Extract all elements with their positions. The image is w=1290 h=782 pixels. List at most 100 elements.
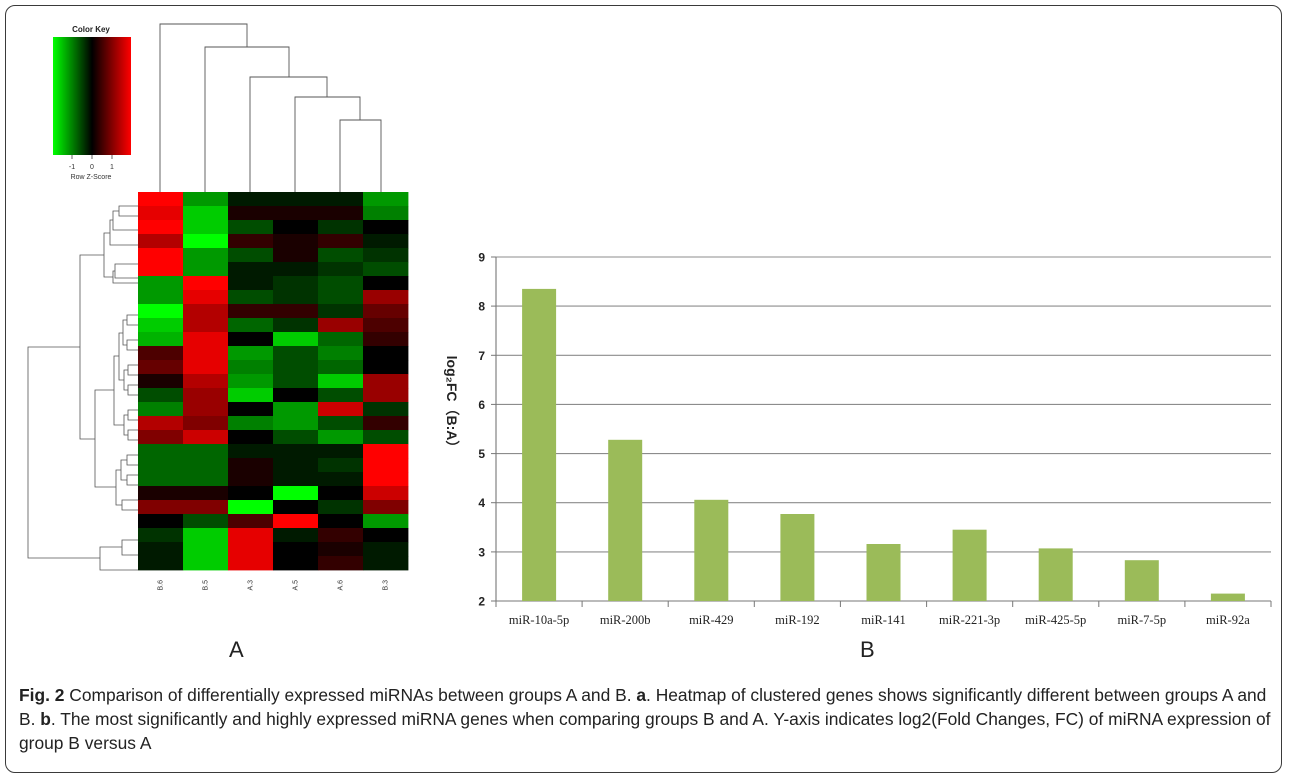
heatmap-column-label: A.5 [293, 580, 300, 591]
bar-chart-y-tick-label: 8 [478, 300, 485, 314]
heatmap-column-label: B.5 [203, 580, 210, 591]
bar-chart-y-tick-label: 2 [478, 595, 485, 609]
bar-chart-category-label: miR-429 [689, 613, 733, 627]
heatmap-cell [318, 332, 364, 347]
color-key-tick-label: 0 [90, 164, 94, 171]
heatmap-cell [318, 430, 364, 445]
bar-chart-category-label: miR-92a [1206, 613, 1250, 627]
bar-chart-category-label: miR-200b [600, 613, 651, 627]
bar-chart-y-tick-label: 3 [478, 545, 485, 559]
heatmap-cell [183, 374, 229, 389]
heatmap-cell [138, 430, 184, 445]
heatmap-cell [183, 500, 229, 515]
heatmap-cell [138, 248, 184, 263]
bar [694, 499, 729, 601]
heatmap-cell [363, 556, 409, 571]
heatmap-cell [138, 360, 184, 375]
caption-b-text: . The most significantly and highly expr… [19, 709, 1271, 753]
bar-chart: 2 3 4 5 6 7 8 9 miR-10a-5p miR-200b miR-429 miR-19… [444, 251, 1272, 627]
heatmap-cell [138, 192, 184, 207]
heatmap-cell [138, 346, 184, 361]
heatmap-cell [183, 388, 229, 403]
heatmap-cell [183, 192, 229, 207]
column-dendrogram [159, 23, 382, 192]
heatmap-cell [318, 220, 364, 235]
heatmap-cell [183, 346, 229, 361]
heatmap-cell [273, 472, 319, 487]
heatmap-cell [228, 542, 274, 557]
bar-chart-y-tick-label: 4 [478, 496, 485, 510]
heatmap-column-labels: B.6 B.5 A.3 A.5 A.6 B.3 [158, 580, 390, 591]
heatmap-cell [228, 556, 274, 571]
panel-b-letter: B [860, 637, 875, 662]
heatmap-cell [228, 192, 274, 207]
heatmap-cell [273, 262, 319, 277]
heatmap-cell [183, 528, 229, 543]
heatmap-cell [363, 318, 409, 333]
heatmap-cell [363, 248, 409, 263]
heatmap-cell [228, 276, 274, 291]
heatmap-column-label: A.3 [248, 580, 255, 591]
heatmap-cell [273, 500, 319, 515]
heatmap-cell [273, 430, 319, 445]
heatmap-cell [273, 458, 319, 473]
heatmap-cell [363, 402, 409, 417]
heatmap-cell [363, 528, 409, 543]
heatmap-column-label: A.6 [338, 580, 345, 591]
caption-a-label: a [636, 685, 647, 705]
heatmap-cell [183, 220, 229, 235]
heatmap-cell [318, 304, 364, 319]
bar [780, 514, 815, 601]
heatmap-cell [138, 542, 184, 557]
heatmap-cell [363, 514, 409, 529]
heatmap-cell [228, 458, 274, 473]
heatmap-cell [228, 402, 274, 417]
heatmap-cell [228, 416, 274, 431]
heatmap-cell [363, 234, 409, 249]
heatmap-cell [138, 416, 184, 431]
color-key-tick-label: 1 [110, 164, 114, 171]
heatmap-cell [183, 514, 229, 529]
heatmap-cell [273, 486, 319, 501]
heatmap-cell [183, 444, 229, 459]
row-dendrogram [27, 205, 138, 571]
heatmap-cell [138, 234, 184, 249]
caption-a-text: . Heatmap of clustered genes shows signi… [19, 685, 1267, 729]
heatmap-cell [183, 262, 229, 277]
heatmap-cell [363, 416, 409, 431]
caption-b-label: b [40, 709, 51, 729]
color-key-label: Row Z-Score [71, 174, 112, 181]
heatmap-cell [183, 276, 229, 291]
bar-chart-y-ticks: 2 3 4 5 6 7 8 9 [478, 251, 496, 609]
heatmap-cell [183, 458, 229, 473]
heatmap-cell [138, 444, 184, 459]
heatmap-cell [363, 360, 409, 375]
bar [1038, 548, 1073, 601]
heatmap-cell [318, 360, 364, 375]
heatmap-cell [273, 332, 319, 347]
heatmap-cell [138, 262, 184, 277]
bar [522, 288, 557, 601]
color-key-tick-label: -1 [69, 164, 75, 171]
bar-chart-category-label: miR-141 [861, 613, 905, 627]
heatmap-cell [228, 472, 274, 487]
heatmap-cell [138, 206, 184, 221]
heatmap-cell [318, 388, 364, 403]
heatmap-cell [318, 416, 364, 431]
heatmap-cell [228, 262, 274, 277]
heatmap-cell [318, 556, 364, 571]
heatmap-cell [318, 192, 364, 207]
figure-frame [5, 5, 1282, 773]
panel-a-letter: A [229, 637, 244, 662]
heatmap-cell [138, 458, 184, 473]
heatmap-cell [228, 206, 274, 221]
heatmap-cell [363, 304, 409, 319]
heatmap-cell [138, 388, 184, 403]
bar-chart-y-tick-label: 9 [478, 251, 485, 265]
heatmap-cell [363, 192, 409, 207]
heatmap-column-label: B.6 [158, 580, 165, 591]
bar-chart-category-label: miR-10a-5p [509, 613, 569, 627]
heatmap-cell [228, 332, 274, 347]
heatmap-cell [138, 332, 184, 347]
heatmap-cell [318, 346, 364, 361]
